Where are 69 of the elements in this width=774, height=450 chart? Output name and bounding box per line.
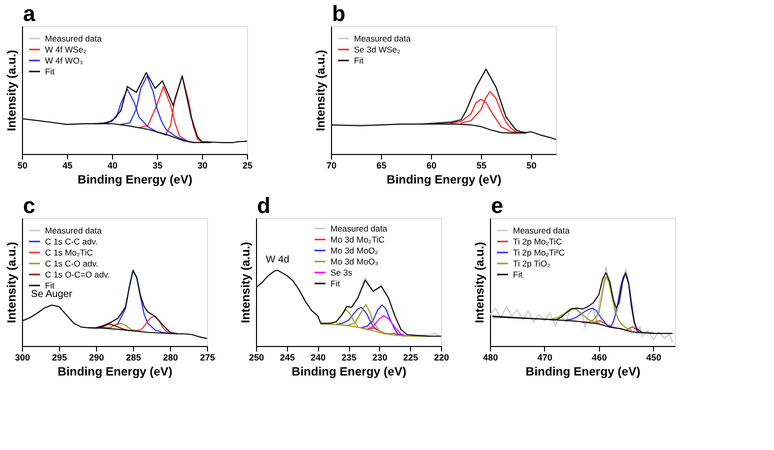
x-axis-title: Binding Energy (eV) — [386, 172, 502, 186]
y-axis-title: Intensity (a.u.) — [4, 242, 18, 324]
x-tick-label: 45 — [62, 160, 73, 170]
legend-label: Fit — [45, 66, 56, 76]
legend-label: Mo 3d Mo₂TiC — [330, 234, 384, 244]
legend-label: Measured data — [45, 34, 102, 44]
legend-label: Mo 3d MoO₃ — [330, 256, 378, 266]
legend-label: Fit — [513, 270, 524, 280]
x-tick-label: 290 — [88, 352, 104, 362]
x-tick-label: 460 — [592, 352, 607, 362]
x-tick-label: 230 — [372, 352, 388, 362]
legend-label: C 1s C-O adv. — [45, 258, 98, 268]
legend-label: Fit — [354, 56, 364, 66]
x-tick-label: 470 — [537, 352, 552, 362]
x-tick-label: 220 — [434, 352, 450, 362]
x-axis-title: Binding Energy (eV) — [526, 364, 640, 378]
x-tick-label: 300 — [14, 352, 30, 362]
x-tick-label: 240 — [310, 352, 326, 362]
y-axis-title: Intensity (a.u.) — [472, 242, 486, 324]
chart-title: a — [23, 1, 36, 26]
x-tick-label: 50 — [526, 160, 537, 170]
x-tick-label: 70 — [326, 160, 337, 170]
x-tick-label: 295 — [52, 352, 68, 362]
y-axis-title: Intensity (a.u.) — [314, 50, 328, 132]
x-tick-label: 250 — [248, 352, 264, 362]
legend-label: Ti 2p Mo₂TiC — [513, 236, 562, 246]
x-tick-label: 285 — [126, 352, 142, 362]
legend-label: Measured data — [45, 226, 102, 236]
chart-title: e — [491, 193, 504, 218]
annotation: W 4d — [266, 254, 290, 266]
legend-label: Fit — [45, 280, 56, 290]
x-tick-label: 50 — [17, 160, 28, 170]
legend-label: Measured data — [354, 34, 411, 44]
legend-label: Ti 2p TiO₂ — [513, 258, 550, 268]
legend-label: C 1s O-C=O adv. — [45, 270, 110, 280]
legend-label: Mo 3d MoO₂ — [330, 246, 378, 256]
x-tick-label: 450 — [646, 352, 662, 362]
legend-label: C 1s C-C adv. — [45, 236, 98, 246]
chart-title: d — [257, 193, 270, 218]
legend-label: Ti 2p Mo₂TiᴵᴵC — [513, 248, 565, 258]
x-tick-label: 30 — [197, 160, 208, 170]
x-tick-label: 60 — [426, 160, 437, 170]
x-tick-label: 280 — [162, 352, 178, 362]
x-tick-label: 245 — [280, 352, 295, 362]
y-axis-title: Intensity (a.u.) — [238, 242, 252, 324]
legend-label: W 4f WSe₂ — [45, 44, 87, 54]
legend-label: Se 3s — [330, 268, 352, 278]
x-tick-label: 35 — [152, 160, 163, 170]
legend-label: W 4f WO₃ — [45, 56, 83, 66]
x-tick-label: 480 — [482, 352, 498, 362]
chart-title: b — [332, 1, 346, 26]
x-tick-label: 25 — [242, 160, 253, 170]
x-axis-title: Binding Energy (eV) — [58, 364, 172, 378]
x-tick-label: 225 — [403, 352, 418, 362]
x-tick-label: 235 — [341, 352, 357, 362]
x-tick-label: 55 — [476, 160, 487, 170]
y-axis-title: Intensity (a.u.) — [4, 50, 18, 132]
annotation: Se Auger — [31, 289, 73, 300]
x-tick-label: 65 — [376, 160, 387, 170]
x-tick-label: 40 — [107, 160, 118, 170]
legend-label: Se 3d WSe₂ — [354, 44, 400, 54]
legend-label: C 1s Mo₂TiC — [45, 248, 93, 258]
chart-title: c — [23, 193, 36, 218]
x-axis-title: Binding Energy (eV) — [292, 364, 406, 378]
legend-label: Fit — [330, 278, 341, 288]
legend-label: Measured data — [513, 226, 570, 236]
x-axis-title: Binding Energy (eV) — [78, 172, 192, 186]
x-tick-label: 275 — [200, 352, 216, 362]
legend-label: Measured data — [330, 224, 388, 234]
